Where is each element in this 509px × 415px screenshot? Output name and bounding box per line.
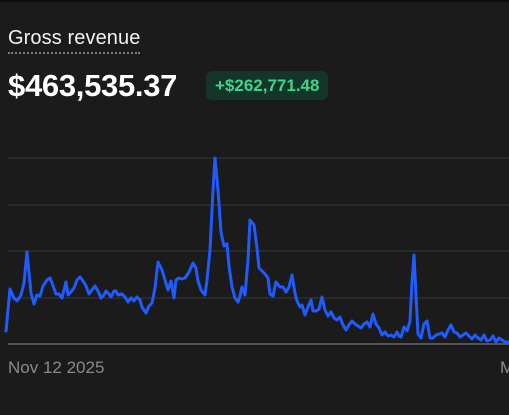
- x-axis-end-label: M: [500, 358, 509, 377]
- revenue-delta-badge: +$262,771.48: [206, 71, 329, 100]
- x-axis-start-label: Nov 12 2025: [8, 358, 105, 377]
- revenue-value: $463,535.37: [8, 68, 178, 103]
- revenue-line-chart[interactable]: [0, 150, 509, 350]
- card-title[interactable]: Gross revenue: [8, 27, 141, 54]
- chart-gridlines: [8, 157, 509, 345]
- revenue-series-line: [4, 156, 509, 344]
- top-border: [0, 0, 509, 2]
